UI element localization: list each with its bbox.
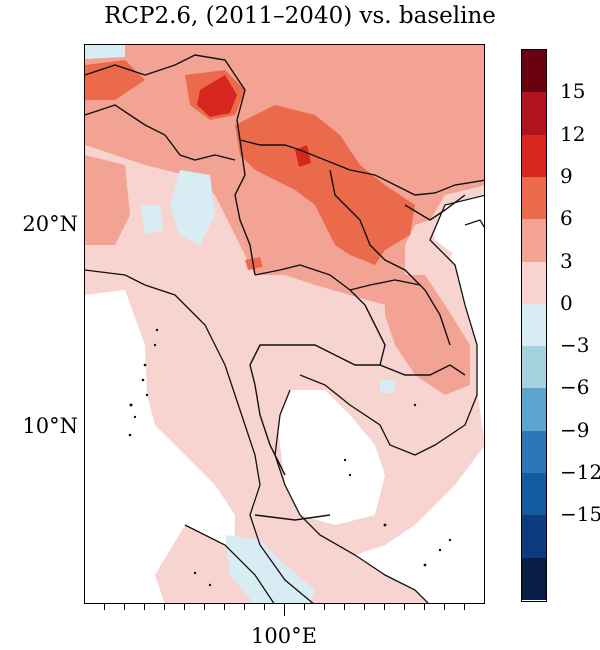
colorbar-segment [522,261,546,305]
colorbar-tick-label: 12 [560,121,586,146]
colorbar-segment [522,346,546,389]
colorbar [521,49,547,602]
colorbar-segment [522,515,546,559]
colorbar-segment [522,430,546,474]
colorbar-segment [522,92,546,136]
map-title: RCP2.6, (2011–2040) vs. baseline [104,3,496,29]
colorbar-tick-label: −9 [560,417,590,442]
colorbar-tick-label: 9 [560,163,573,188]
colorbar-segment [522,219,546,263]
colorbar-tick-label: 15 [560,79,586,104]
lat-label-20n: 20°N [22,212,78,236]
colorbar-segment [522,557,546,601]
colorbar-tick-label: −3 [560,333,590,358]
lon-label-100e: 100°E [251,624,317,648]
colorbar-tick-label: 3 [560,248,573,273]
colorbar-segment [522,473,546,516]
lat-label-10n: 10°N [22,414,78,438]
colorbar-segment [522,176,546,220]
colorbar-segment [522,303,546,347]
colorbar-tick-label: −12 [560,460,600,485]
colorbar-tick-label: 6 [560,206,573,231]
colorbar-segment [522,134,546,178]
temperature-anomaly-map [85,45,484,603]
coastlines [85,194,484,603]
anomaly-9-12-zone [197,75,311,167]
colorbar-tick-label: 0 [560,290,573,315]
colorbar-segment [522,50,546,93]
colorbar-tick-label: −15 [560,502,600,527]
colorbar-segment [522,388,546,432]
colorbar-tick-label: −6 [560,375,590,400]
map-panel [84,44,485,604]
islands [128,328,452,587]
